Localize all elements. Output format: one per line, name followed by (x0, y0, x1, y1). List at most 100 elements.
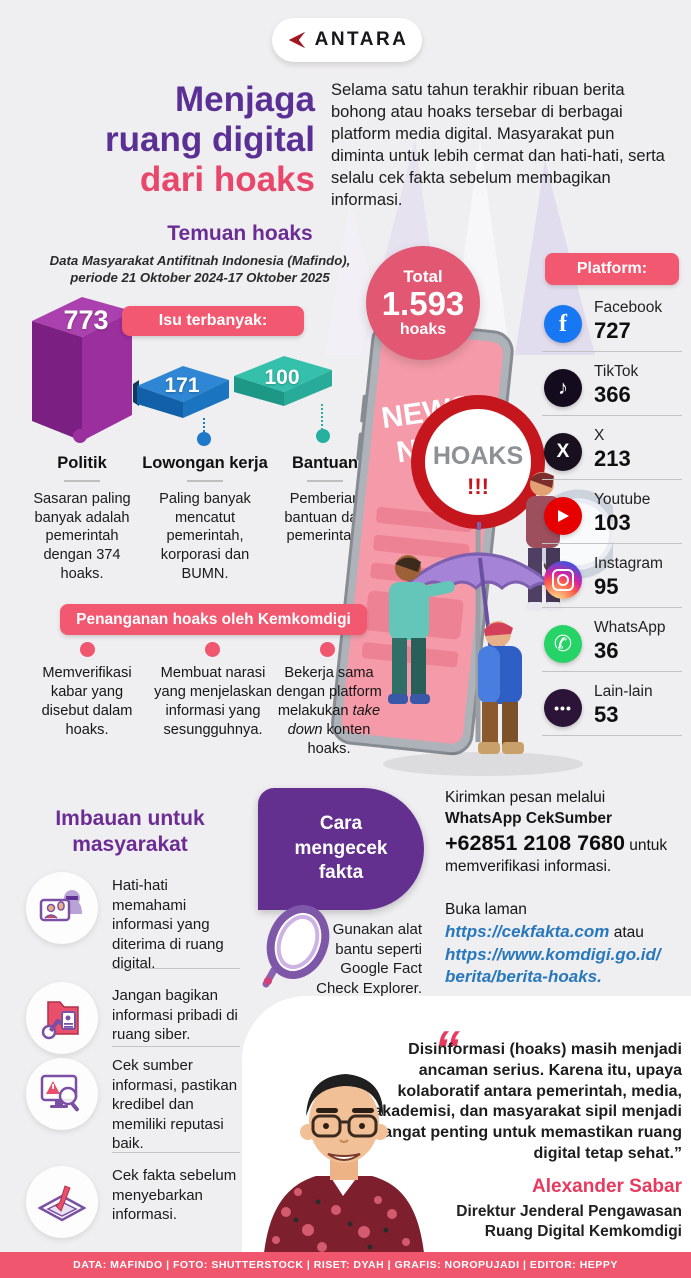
svg-text:HOAKS: HOAKS (433, 442, 523, 470)
platform-count: 95 (594, 574, 619, 599)
title-line-1: Menjaga (174, 80, 315, 119)
advisory-item-2: Jangan bagikan informasi pribadi di ruan… (112, 987, 238, 1043)
magnifier-icon (262, 905, 330, 988)
lowongan-connector (203, 418, 205, 432)
platform-row: f Facebook 727 (542, 293, 682, 355)
divider (307, 480, 343, 482)
divider (112, 968, 240, 969)
wa-number: +62851 2108 7680 (445, 830, 625, 855)
category-desc-lowongan: Paling banyak mencatut pemerintah, korpo… (159, 491, 251, 582)
platform-count: 36 (594, 638, 619, 663)
facebook-icon: f (544, 305, 582, 343)
handling-dot (80, 642, 95, 657)
speaker-portrait (264, 1074, 424, 1253)
verify-contact-block: Kirimkan pesan melalui WhatsApp CekSumbe… (445, 788, 685, 989)
platform-count: 366 (594, 382, 631, 407)
platform-row: ✆ WhatsApp 36 (542, 613, 682, 675)
factcheck-badge: Cara mengecek fakta (258, 788, 424, 910)
handling-item-3: Bekerja sama dengan platform melakukan t… (276, 665, 382, 757)
wa-line-1: Kirimkan pesan melalui (445, 789, 606, 806)
web-intro: Buka laman (445, 900, 527, 918)
divider (112, 1152, 240, 1153)
platform-name: Lain-lain (594, 683, 653, 700)
platform-row: X X 213 (542, 421, 682, 483)
antara-arrow-icon (288, 31, 305, 49)
category-desc-politik: Sasaran paling banyak adalah pemerintah … (33, 491, 131, 582)
person-teal (388, 555, 455, 704)
intro-paragraph: Selama satu tahun terakhir ribuan berita… (331, 81, 665, 209)
fact-check-icon (26, 1166, 98, 1238)
credits-footer: DATA: MAFINDO | FOTO: SHUTTERSTOCK | RIS… (0, 1252, 691, 1278)
quote-author: Alexander Sabar (532, 1176, 682, 1197)
category-label-bantuan: Bantuan (292, 454, 358, 472)
chart-banner: Isu terbanyak: (122, 306, 304, 336)
handling-item-2: Membuat narasi yang menjelaskan informas… (154, 665, 272, 738)
source-line-1: Data Masyarakat Antifitnah Indonesia (Ma… (49, 253, 351, 268)
platform-row: Youtube 103 (542, 485, 682, 547)
total-unit: hoaks (399, 321, 447, 339)
advisory-heading-line1: Imbauan untuk (55, 807, 205, 830)
private-data-icon (26, 982, 98, 1054)
factcheck-tool-text: Gunakan alat bantu seperti Google Fact C… (316, 921, 422, 997)
bar-value-bantuan: 100 (264, 366, 300, 389)
advisory-item-3: Cek sumber informasi, pastikan kredibel … (112, 1057, 238, 1152)
advisory-item-4: Cek fakta sebelum menyebarkan informasi. (112, 1167, 237, 1223)
divider (187, 480, 223, 482)
wa-line-4: memverifikasi informasi. (445, 857, 612, 875)
brand-name: ANTARA (314, 29, 409, 50)
check-source-icon (26, 1058, 98, 1130)
findings-heading: Temuan hoaks (167, 222, 313, 245)
category-desc-bantuan: Pemberian bantuan dari pemerintah. (284, 491, 366, 545)
title-line-2: ruang digital (105, 120, 315, 159)
title-line-3: dari hoaks (139, 160, 315, 199)
data-source: Data Masyarakat Antifitnah Indonesia (Ma… (18, 252, 382, 286)
x-icon: X (544, 433, 582, 471)
bar-bantuan (234, 356, 332, 406)
divider (64, 480, 100, 482)
divider (112, 1046, 240, 1047)
role-line-1: Direktur Jenderal Pengawasan (456, 1203, 682, 1220)
umbrella (398, 522, 560, 653)
platform-count: 103 (594, 510, 631, 535)
platform-name: Youtube (594, 491, 651, 508)
bar-value-politik: 773 (63, 305, 109, 335)
bantuan-connector (321, 404, 323, 430)
instagram-icon (544, 561, 582, 599)
bantuan-dot (316, 429, 330, 443)
category-label-politik: Politik (57, 454, 107, 472)
category-label-lowongan: Lowongan kerja (142, 454, 268, 472)
total-hoaks-badge: Total 1.593 hoaks (366, 246, 480, 360)
wa-after: untuk (624, 836, 668, 854)
handling-dot (205, 642, 220, 657)
total-value: 1.593 (381, 284, 465, 322)
platform-header: Platform: (545, 253, 679, 285)
platform-name: TikTok (594, 363, 639, 380)
source-line-2: periode 21 Oktober 2024-17 Oktober 2025 (70, 270, 330, 286)
handling-heading: Penanganan hoaks oleh Kemkomdigi (60, 604, 367, 635)
quote-mark: “ (434, 1021, 460, 1079)
platform-name: Facebook (594, 299, 663, 316)
handling-dot (320, 642, 335, 657)
lowongan-dot (197, 432, 211, 446)
komdigi-link[interactable]: https://www.komdigi.go.id/berita/berita-… (445, 944, 661, 987)
masked-caller-icon (26, 872, 98, 944)
platform-count: 53 (594, 702, 619, 727)
tiktok-icon: ♪ (544, 369, 582, 407)
factcheck-badge-line1: Cara (319, 812, 363, 834)
page-title: Menjaga ruang digital dari hoaks (25, 80, 315, 200)
advisory-heading: Imbauan untuk masyarakat (22, 806, 238, 859)
whatsapp-icon: ✆ (544, 625, 582, 663)
svg-text:!!!: !!! (467, 474, 489, 499)
bar-lowongan-kerja (133, 366, 229, 418)
platform-count: 727 (594, 318, 631, 343)
bar-value-lowongan: 171 (164, 374, 200, 397)
platform-count: 213 (594, 446, 631, 471)
platform-row: Instagram 95 (542, 549, 682, 611)
role-line-2: Ruang Digital Kemkomdigi (484, 1223, 682, 1241)
factcheck-badge-line3: fakta (318, 862, 364, 884)
youtube-icon (544, 497, 582, 535)
total-label: Total (403, 266, 443, 286)
platform-row: ♪ TikTok 366 (542, 357, 682, 419)
cekfakta-link[interactable]: https://cekfakta.com (445, 921, 610, 941)
